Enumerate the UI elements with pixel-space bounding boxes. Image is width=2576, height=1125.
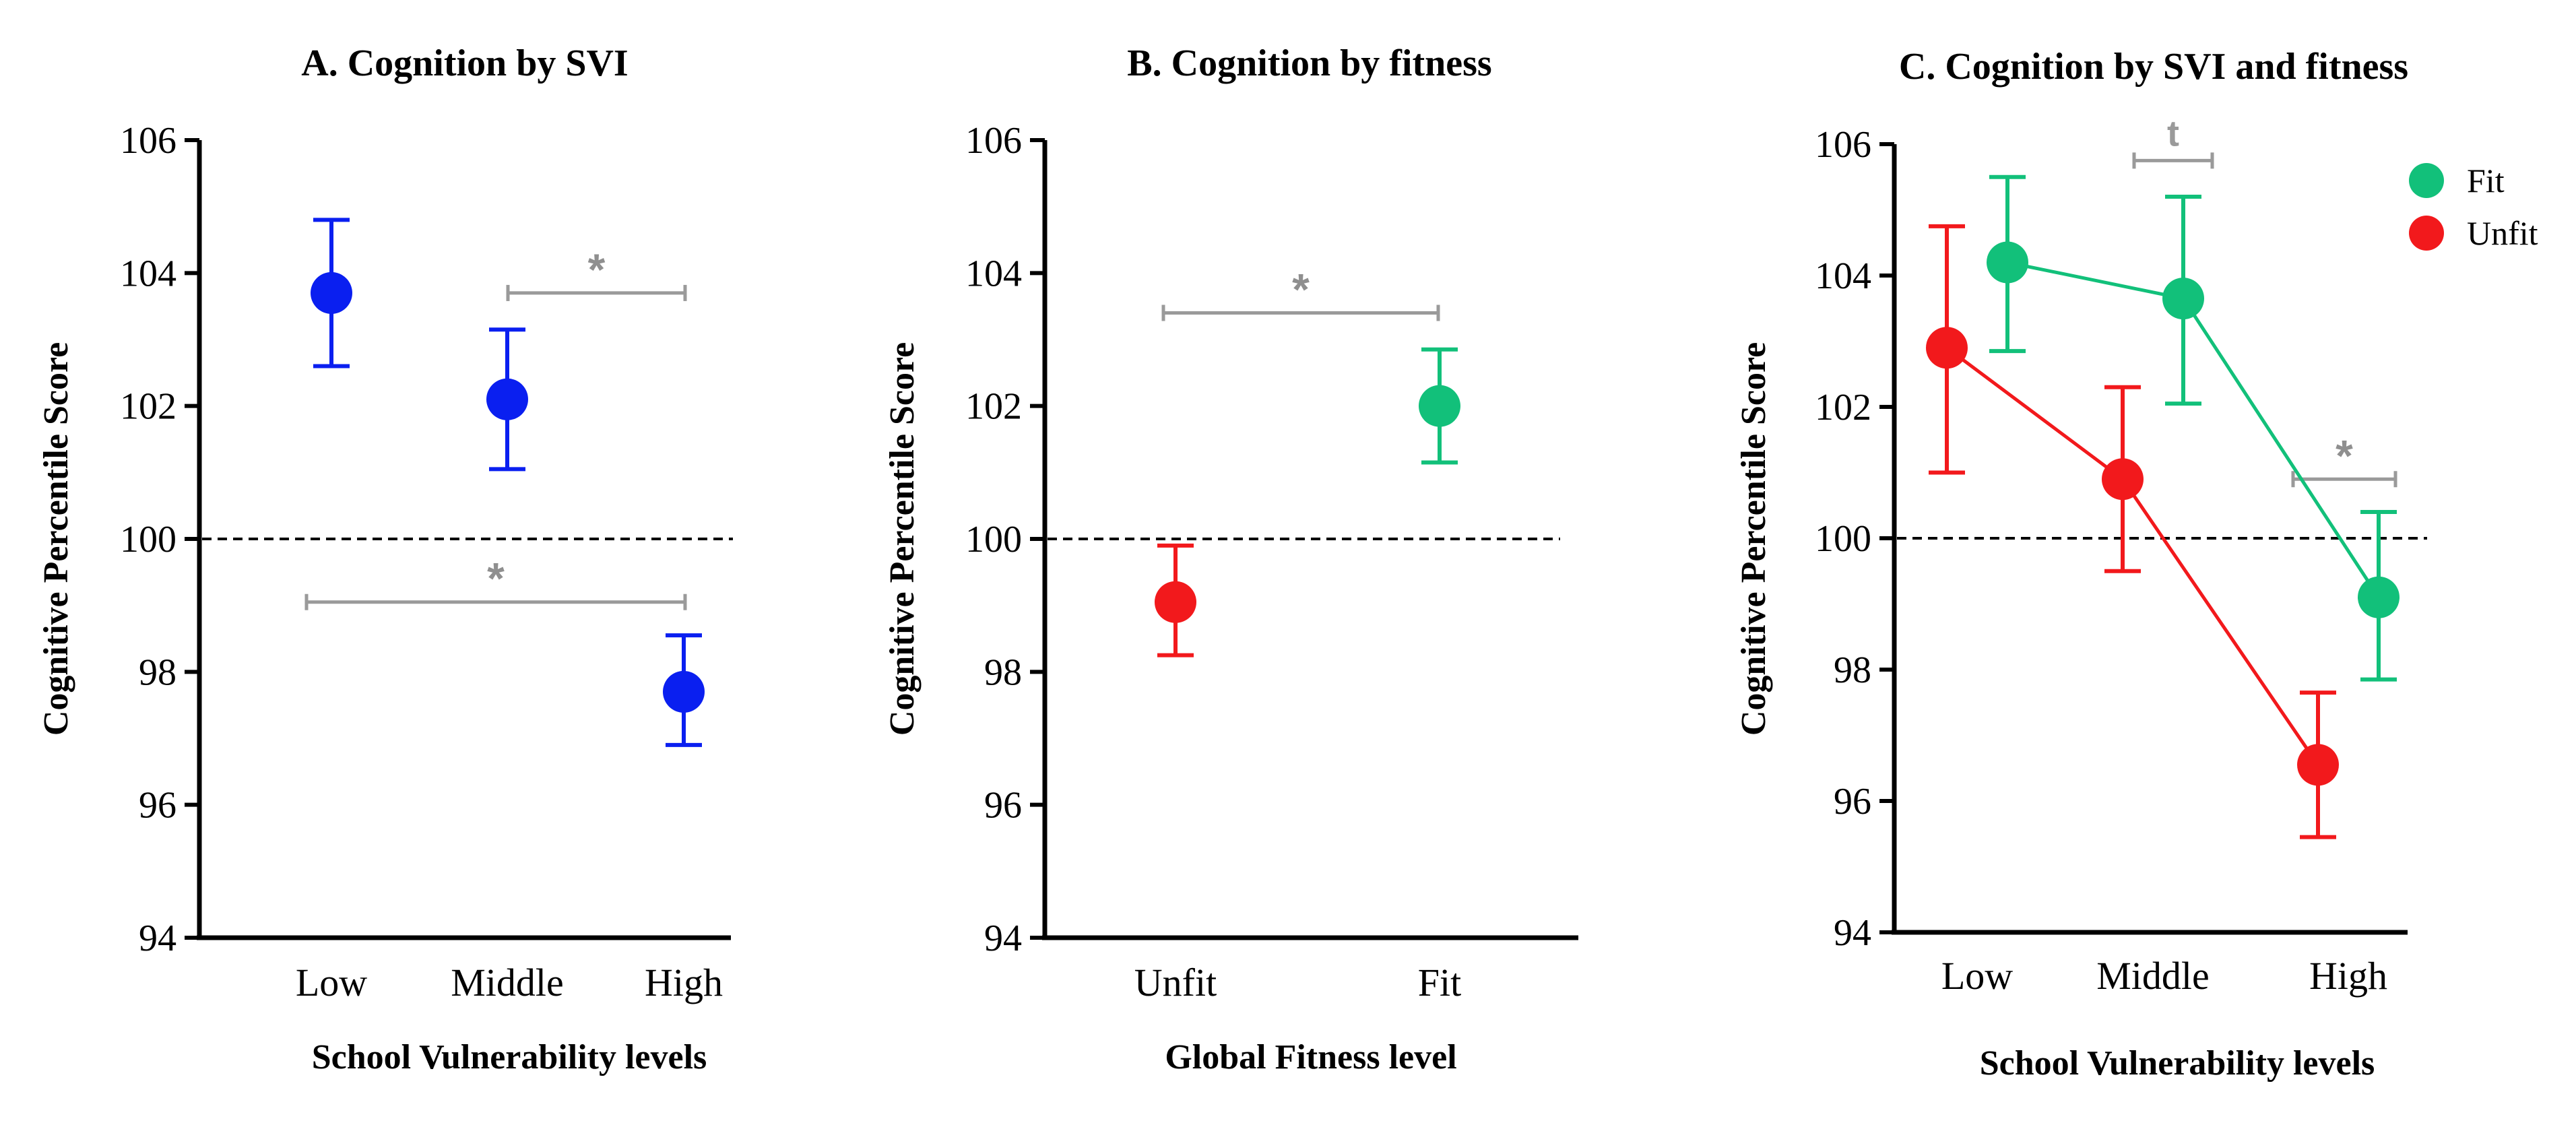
legend-unfit-label: Unfit: [2467, 214, 2538, 252]
panel-a-svi-point: [663, 670, 705, 713]
panel-c-significance-label: t: [2167, 113, 2179, 154]
panel-a-y-tick-label: 98: [139, 651, 176, 693]
panel-b-y-tick-label: 98: [984, 651, 1022, 693]
panel-c-x-tick-high: High: [2309, 954, 2387, 998]
panel-a-y-tick-label: 106: [120, 120, 176, 162]
legend-fit-label: Fit: [2467, 162, 2505, 199]
panel-b-unfit-point: [1155, 581, 1196, 623]
legend: Fit Unfit: [2409, 162, 2538, 252]
panel-a-x-tick-high: High: [645, 961, 723, 1004]
panel-b-x-label: Global Fitness level: [1165, 1038, 1456, 1076]
panel-b: B. Cognition by fitness 94 96 98 100 102 104 1…: [883, 42, 1578, 1076]
panel-c-significance-bracket: t: [2132, 113, 2214, 169]
panel-a-significance-bracket: *: [506, 245, 687, 301]
panel-c-x-tick-low: Low: [1941, 954, 2013, 998]
panel-a-y-tick-label: 94: [139, 918, 176, 959]
panel-c-fit-point: [2162, 278, 2204, 320]
panel-c-unfit-point: [2297, 744, 2339, 786]
panel-a-significance-label: *: [588, 245, 606, 294]
panel-b-x-tick-fit: Fit: [1418, 961, 1462, 1004]
panel-c-unfit-line: [1945, 346, 2320, 766]
panel-a-y-tick-label: 102: [120, 386, 176, 428]
panel-a-y-tick-label: 100: [120, 519, 176, 560]
panel-b-y-label: Cognitive Percentile Score: [883, 342, 922, 736]
panel-b-y-tick-label: 106: [965, 120, 1022, 162]
panel-b-fit-point: [1419, 385, 1460, 427]
panel-c-fit-point: [1987, 241, 2028, 284]
panel-c-y-label: Cognitive Percentile Score: [1735, 342, 1773, 736]
panel-a-significance-label: *: [487, 554, 505, 604]
panel-b-y-tick-label: 102: [965, 386, 1022, 428]
panel-a-title: A. Cognition by SVI: [301, 42, 628, 84]
panel-b-x-tick-unfit: Unfit: [1134, 961, 1217, 1004]
panel-b-y-tick-label: 96: [984, 785, 1022, 827]
panel-a-svi-point: [311, 271, 352, 314]
panel-b-y-tick-label: 100: [965, 519, 1022, 560]
panel-c-significance-label: *: [2336, 430, 2353, 480]
legend-fit-marker: [2409, 163, 2444, 198]
panel-b-significance-label: *: [1292, 265, 1310, 315]
panel-c-significance-bracket: *: [2291, 430, 2397, 488]
panel-c-y-tick-label: 100: [1815, 518, 1871, 560]
panel-c-y-tick-label: 96: [1834, 781, 1871, 823]
panel-c-x-tick-middle: Middle: [2096, 954, 2210, 998]
panel-c-y-tick-label: 98: [1834, 649, 1871, 691]
panel-c-title: C. Cognition by SVI and fitness: [1899, 46, 2408, 88]
panel-a-x-tick-middle: Middle: [451, 961, 564, 1004]
panel-b-title: B. Cognition by fitness: [1127, 42, 1491, 84]
panel-c-y-tick-label: 106: [1815, 124, 1871, 166]
panel-c: C. Cognition by SVI and fitness 94 96 98 10…: [1735, 46, 2538, 1083]
panel-a-y-tick-label: 104: [120, 253, 176, 294]
panel-b-y-tick-label: 104: [965, 253, 1022, 294]
panel-c-unfit-point: [2102, 458, 2144, 501]
panel-a-svi-point: [486, 378, 528, 420]
panel-c-y-tick-label: 104: [1815, 255, 1871, 297]
legend-unfit-marker: [2409, 216, 2444, 251]
panel-a-y-tick-label: 96: [139, 785, 176, 827]
panel-c-unfit-point: [1926, 327, 1968, 369]
panel-b-y-tick-label: 94: [984, 918, 1022, 959]
panel-a-y-label: Cognitive Percentile Score: [37, 342, 75, 736]
panel-a-x-label: School Vulnerability levels: [312, 1038, 707, 1076]
panel-a-x-tick-low: Low: [296, 961, 367, 1004]
panel-c-x-label: School Vulnerability levels: [1980, 1044, 2375, 1083]
panel-a-significance-bracket: *: [304, 554, 687, 610]
panel-c-y-tick-label: 102: [1815, 387, 1871, 428]
panel-a: A. Cognition by SVI 94 96 98 100 102 104 106 *…: [37, 42, 733, 1076]
panel-c-y-tick-label: 94: [1834, 912, 1871, 954]
panel-c-fit-point: [2358, 576, 2400, 618]
panel-b-significance-bracket: *: [1161, 265, 1440, 321]
